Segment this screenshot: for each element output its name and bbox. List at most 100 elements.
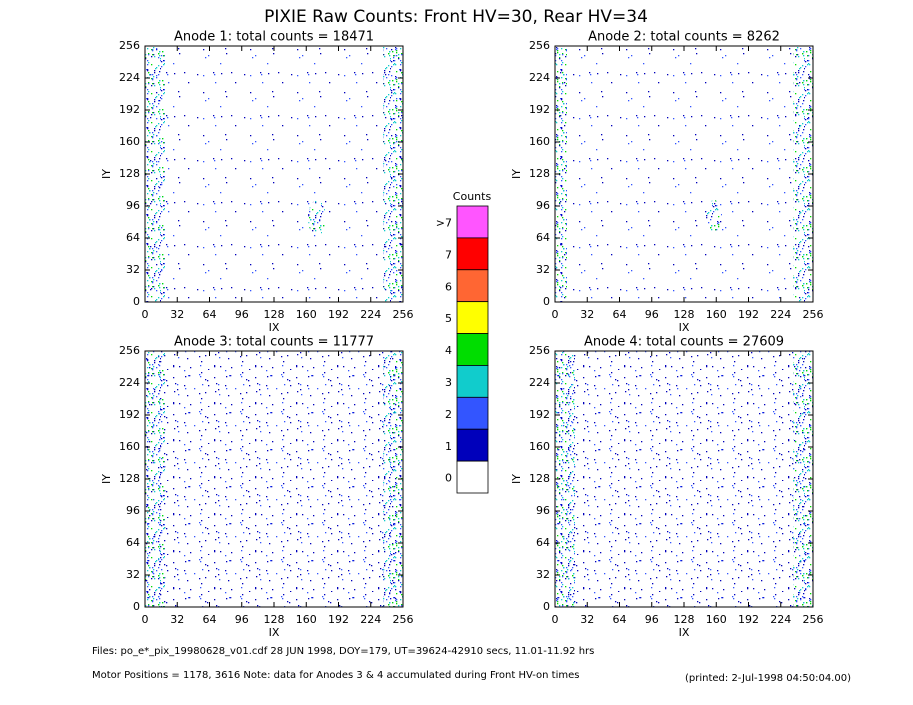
- y-tick-label: 64: [536, 536, 550, 549]
- x-tick-label: 64: [613, 613, 627, 626]
- x-tick-label: 224: [360, 613, 381, 626]
- x-tick-label: 64: [203, 613, 217, 626]
- x-tick-label: 96: [235, 308, 249, 321]
- hotspot: [308, 200, 326, 236]
- x-tick-label: 192: [328, 613, 349, 626]
- x-tick-label: 128: [674, 613, 695, 626]
- x-tick-label: 96: [645, 613, 659, 626]
- plot-texture: [145, 351, 403, 607]
- x-tick-label: 128: [264, 613, 285, 626]
- y-tick-label: 160: [529, 135, 550, 148]
- y-tick-label: 160: [529, 440, 550, 453]
- hotspot: [706, 200, 722, 232]
- y-tick-label: 0: [543, 295, 550, 308]
- colorbar-label: 2: [445, 408, 452, 421]
- x-tick-label: 192: [738, 308, 759, 321]
- x-tick-label: 64: [203, 308, 217, 321]
- y-tick-label: 32: [126, 568, 140, 581]
- color-swatch: [456, 365, 489, 398]
- color-swatch: [456, 428, 489, 462]
- plot-texture: [555, 46, 813, 302]
- y-tick-label: 32: [126, 263, 140, 276]
- panel-title: Anode 1: total counts = 18471: [174, 30, 374, 45]
- x-tick-label: 160: [296, 613, 317, 626]
- y-tick-label: 224: [119, 71, 140, 84]
- color-swatch: [456, 269, 489, 303]
- x-tick-label: 96: [645, 308, 659, 321]
- colorbar-label: 5: [445, 312, 452, 325]
- y-tick-label: 64: [126, 536, 140, 549]
- x-tick-label: 0: [552, 613, 559, 626]
- y-tick-label: 64: [536, 231, 550, 244]
- y-tick-label: 256: [529, 344, 550, 357]
- y-tick-label: 128: [119, 167, 140, 180]
- x-axis-label: IX: [679, 321, 690, 334]
- x-tick-label: 256: [803, 613, 824, 626]
- y-tick-label: 192: [119, 408, 140, 421]
- x-tick-label: 224: [360, 308, 381, 321]
- y-tick-label: 0: [543, 600, 550, 613]
- y-tick-label: 0: [133, 295, 140, 308]
- x-tick-label: 224: [770, 613, 791, 626]
- colorbar-label: 4: [445, 344, 452, 357]
- colorbar-label: >7: [436, 217, 452, 230]
- y-tick-label: 96: [536, 504, 550, 517]
- color-swatch: [456, 396, 489, 430]
- y-tick-label: 128: [529, 167, 550, 180]
- y-tick-label: 32: [536, 568, 550, 581]
- x-tick-label: 160: [706, 308, 727, 321]
- y-tick-label: 96: [536, 199, 550, 212]
- y-tick-label: 224: [119, 376, 140, 389]
- color-swatch: [456, 301, 489, 334]
- y-axis-label: IY: [100, 474, 113, 484]
- x-tick-label: 128: [674, 308, 695, 321]
- color-swatch: [456, 205, 489, 239]
- x-tick-label: 32: [580, 613, 594, 626]
- colorbar-label: 3: [445, 376, 452, 389]
- y-tick-label: 192: [119, 103, 140, 116]
- y-tick-label: 96: [126, 199, 140, 212]
- x-tick-label: 64: [613, 308, 627, 321]
- x-axis-label: IX: [269, 321, 280, 334]
- panel-title: Anode 3: total counts = 11777: [174, 335, 374, 350]
- footer-printed: (printed: 2-Jul-1998 04:50:04.00): [685, 673, 851, 684]
- x-tick-label: 32: [170, 308, 184, 321]
- y-axis-label: IY: [510, 169, 523, 179]
- colorbar-label: 0: [445, 472, 452, 485]
- y-axis-label: IY: [510, 474, 523, 484]
- y-tick-label: 160: [119, 135, 140, 148]
- color-swatch: [456, 333, 489, 366]
- y-tick-label: 256: [119, 39, 140, 52]
- y-tick-label: 192: [529, 408, 550, 421]
- x-tick-label: 32: [170, 613, 184, 626]
- y-tick-label: 64: [126, 231, 140, 244]
- x-tick-label: 224: [770, 308, 791, 321]
- x-tick-label: 256: [803, 308, 824, 321]
- color-swatch: [456, 460, 489, 494]
- chart-title: PIXIE Raw Counts: Front HV=30, Rear HV=3…: [264, 7, 648, 27]
- x-tick-label: 128: [264, 308, 285, 321]
- y-tick-label: 160: [119, 440, 140, 453]
- y-tick-label: 0: [133, 600, 140, 613]
- x-tick-label: 32: [580, 308, 594, 321]
- panel-title: Anode 2: total counts = 8262: [588, 30, 780, 45]
- y-tick-label: 224: [529, 71, 550, 84]
- y-tick-label: 224: [529, 376, 550, 389]
- y-tick-label: 256: [119, 344, 140, 357]
- x-tick-label: 160: [706, 613, 727, 626]
- x-tick-label: 256: [393, 613, 414, 626]
- colorbar-title: Counts: [453, 190, 492, 203]
- y-tick-label: 32: [536, 263, 550, 276]
- x-tick-label: 192: [738, 613, 759, 626]
- y-axis-label: IY: [100, 169, 113, 179]
- x-tick-label: 96: [235, 613, 249, 626]
- y-tick-label: 96: [126, 504, 140, 517]
- footer-motor: Motor Positions = 1178, 3616 Note: data …: [92, 670, 579, 681]
- x-tick-label: 256: [393, 308, 414, 321]
- colorbar-label: 7: [445, 248, 452, 261]
- y-tick-label: 128: [529, 472, 550, 485]
- colorbar-label: 6: [445, 280, 452, 293]
- x-tick-label: 192: [328, 308, 349, 321]
- x-axis-label: IX: [679, 626, 690, 639]
